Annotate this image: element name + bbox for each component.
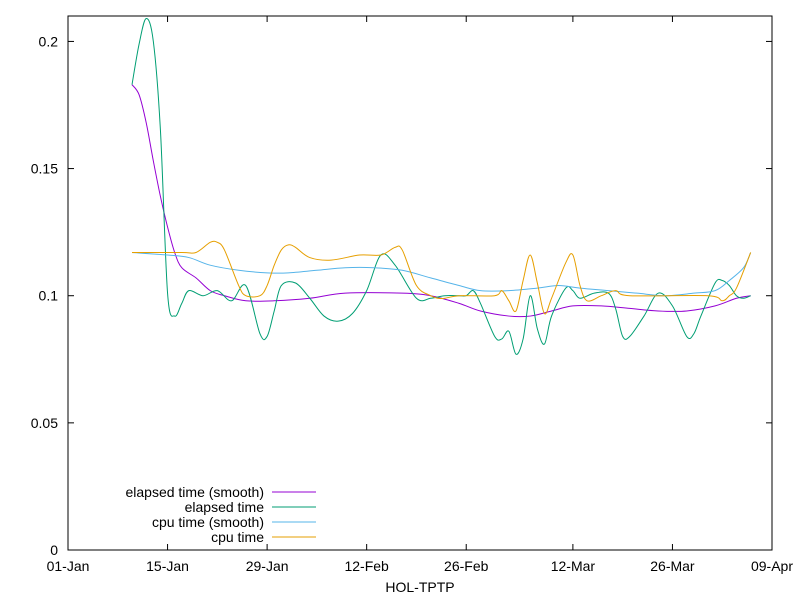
x-tick-label: 09-Apr bbox=[751, 558, 793, 574]
legend-label: cpu time bbox=[211, 529, 264, 545]
x-tick-label: 26-Feb bbox=[444, 558, 489, 574]
y-axis: 0 0.05 0.1 0.15 0.2 bbox=[31, 33, 772, 558]
series-line-cpu-time bbox=[132, 240, 752, 315]
series-line-cpu-time-smooth bbox=[131, 251, 752, 297]
x-tick-label: 12-Mar bbox=[551, 558, 596, 574]
x-axis-label: HOL-TPTP bbox=[385, 579, 454, 595]
series-line-elapsed-time bbox=[131, 18, 751, 355]
y-tick-label: 0.2 bbox=[39, 33, 59, 49]
x-axis: 01-Jan 15-Jan 29-Jan 12-Feb 26-Feb 12-Mar 26-M… bbox=[47, 16, 793, 574]
legend-label: elapsed time bbox=[185, 499, 265, 515]
y-tick-label: 0 bbox=[50, 542, 58, 558]
legend-label: cpu time (smooth) bbox=[152, 514, 264, 530]
x-tick-label: 26-Mar bbox=[650, 558, 695, 574]
series-lines bbox=[131, 18, 752, 355]
x-tick-label: 15-Jan bbox=[146, 558, 189, 574]
x-tick-label: 12-Feb bbox=[344, 558, 389, 574]
plot-frame bbox=[67, 15, 773, 551]
y-tick-label: 0.05 bbox=[31, 415, 58, 431]
x-tick-label: 01-Jan bbox=[47, 558, 90, 574]
y-tick-label: 0.15 bbox=[31, 161, 58, 177]
y-tick-label: 0.1 bbox=[39, 288, 59, 304]
series-line-elapsed-time-smooth bbox=[131, 84, 751, 318]
x-tick-label: 29-Jan bbox=[246, 558, 289, 574]
legend-label: elapsed time (smooth) bbox=[125, 484, 264, 500]
